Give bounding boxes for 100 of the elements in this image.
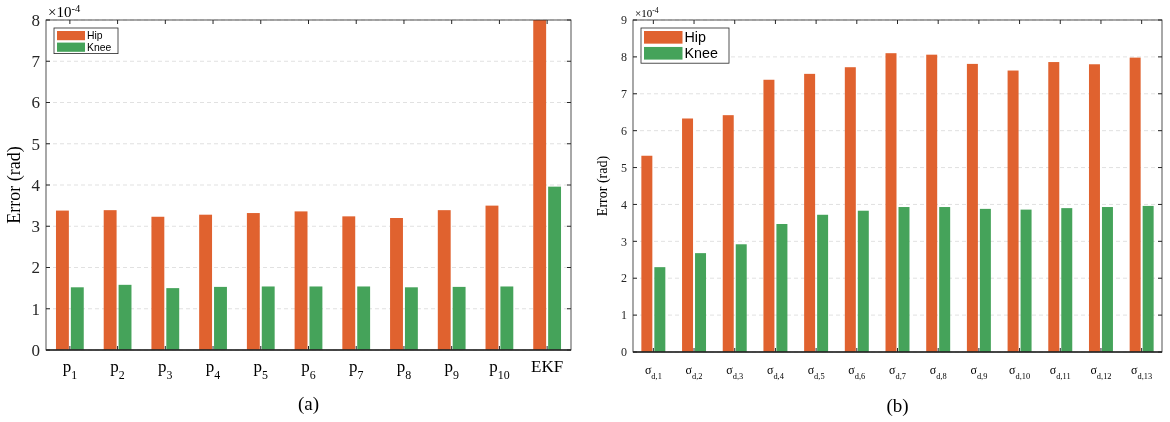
bar <box>1142 205 1154 352</box>
legend-label: Hip <box>684 29 706 46</box>
x-tick-label: p$_{4}$ <box>205 357 221 382</box>
bar <box>151 216 165 350</box>
bar <box>817 214 829 352</box>
x-tick-label: p$_{9}$ <box>444 357 459 382</box>
bar <box>763 79 775 352</box>
y-tick-label: 7 <box>621 86 627 101</box>
legend-label: Knee <box>87 41 112 53</box>
bar <box>55 210 69 350</box>
y-tick-label: 7 <box>31 52 41 72</box>
bar <box>722 115 734 352</box>
bar <box>898 207 910 352</box>
y-tick-label: 2 <box>621 271 627 286</box>
y-tick-label: 0 <box>31 340 40 360</box>
bar <box>70 287 84 350</box>
y-axis-title: Error (rad) <box>595 155 611 217</box>
bar <box>1048 62 1060 352</box>
bar <box>485 205 499 350</box>
x-tick-label: p$_{7}$ <box>349 357 364 382</box>
x-tick-label: p$_{5}$ <box>253 357 269 382</box>
x-tick-label: p$_{1}$ <box>62 357 78 382</box>
x-tick-label: σ$_{d,4}$ <box>766 363 785 381</box>
y-tick-label: 3 <box>31 217 40 237</box>
y-tick-label: 6 <box>31 93 40 113</box>
y-tick-label: 4 <box>621 197 627 212</box>
bar <box>1088 64 1100 352</box>
x-tick-label: σ$_{d,6}$ <box>848 363 866 381</box>
bar <box>103 210 117 350</box>
bar <box>261 286 275 350</box>
y-tick-label: 9 <box>621 13 627 28</box>
bar <box>804 73 816 352</box>
x-tick-label: σ$_{d,10}$ <box>1009 363 1031 381</box>
bar <box>979 208 991 352</box>
bar <box>500 286 514 350</box>
bar <box>294 211 308 350</box>
y-tick-label: 1 <box>31 299 40 319</box>
bar <box>199 214 213 350</box>
bar <box>166 288 180 350</box>
bar <box>695 253 707 352</box>
x-tick-label: σ$_{d,13}$ <box>1131 363 1153 381</box>
x-tick-label: p$_{10}$ <box>489 357 510 382</box>
x-tick-label: σ$_{d,8}$ <box>929 363 947 381</box>
bar <box>342 216 356 350</box>
x-tick-label: EKF <box>531 357 564 376</box>
x-tick-label: σ$_{d,2}$ <box>685 363 703 381</box>
bar <box>641 155 653 352</box>
y-axis-title: Error (rad) <box>4 146 25 224</box>
y-tick-label: 2 <box>31 258 40 278</box>
bar <box>1007 70 1019 352</box>
bar <box>309 286 323 350</box>
x-tick-label: σ$_{d,1}$ <box>644 363 662 381</box>
x-tick-label: σ$_{d,12}$ <box>1090 363 1112 381</box>
y-tick-label: 1 <box>621 308 627 323</box>
x-tick-label: σ$_{d,9}$ <box>970 363 988 381</box>
bar <box>966 63 978 352</box>
y-tick-label: 5 <box>31 134 40 154</box>
bar <box>776 224 788 352</box>
bar <box>735 244 747 352</box>
x-tick-label: p$_{8}$ <box>396 357 412 382</box>
bar <box>1061 208 1073 352</box>
y-tick-label: 0 <box>621 345 627 360</box>
bar <box>390 218 403 350</box>
bar <box>1101 207 1113 352</box>
bar <box>885 53 897 352</box>
y-tick-label: 5 <box>621 160 627 175</box>
bar <box>246 213 260 350</box>
x-tick-label: σ$_{d,11}$ <box>1049 363 1071 381</box>
text: (b) <box>886 395 909 417</box>
legend-label: Hip <box>87 30 103 42</box>
x-tick-label: σ$_{d,5}$ <box>807 363 825 381</box>
bar <box>548 186 562 350</box>
bar <box>1129 57 1141 352</box>
y-tick-label: 4 <box>31 175 41 195</box>
bar <box>437 210 451 350</box>
bar <box>939 207 951 352</box>
bar <box>682 118 694 352</box>
y-tick-label: 6 <box>621 123 627 138</box>
legend-label: Knee <box>684 45 718 62</box>
bar <box>654 267 666 352</box>
bar <box>452 286 466 350</box>
x-tick-label: p$_{2}$ <box>110 357 125 382</box>
bar <box>357 286 371 350</box>
bar <box>214 286 227 350</box>
bar <box>118 284 132 350</box>
y-tick-label: 8 <box>621 50 627 65</box>
text: (a) <box>297 393 320 415</box>
text: ×10$^{-4}$ <box>635 5 659 19</box>
bar <box>404 287 418 350</box>
x-tick-label: σ$_{d,3}$ <box>726 363 744 381</box>
bar <box>857 210 869 352</box>
bar <box>844 67 856 352</box>
bar <box>926 54 938 352</box>
y-tick-label: 3 <box>621 234 627 249</box>
x-tick-label: σ$_{d,7}$ <box>889 363 906 381</box>
bar <box>533 20 547 350</box>
bar <box>1020 209 1032 352</box>
y-tick-label: 8 <box>31 10 40 30</box>
x-tick-label: p$_{3}$ <box>158 357 173 382</box>
x-tick-label: p$_{6}$ <box>301 357 316 382</box>
